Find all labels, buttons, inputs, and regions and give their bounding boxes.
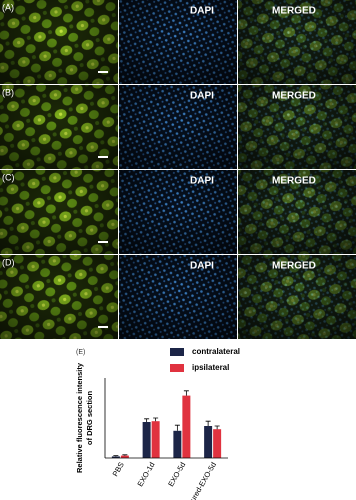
channel-label: DAPI xyxy=(190,6,214,17)
panel-label: (D) xyxy=(2,257,15,267)
x-tick-label: PBS xyxy=(111,460,126,478)
error-bar xyxy=(122,454,128,456)
vignette xyxy=(119,85,237,169)
panel-label: (E) xyxy=(76,349,85,356)
channel-label: MERGED xyxy=(272,6,316,17)
error-bar xyxy=(113,455,119,457)
legend-label: contralateral xyxy=(192,347,240,356)
panel-label: (A) xyxy=(2,2,14,12)
error-bar xyxy=(174,424,180,431)
error-bar xyxy=(144,418,150,422)
error-bar xyxy=(205,420,211,426)
vignette xyxy=(0,0,118,84)
vignette xyxy=(238,170,356,254)
channel-label: DAPI xyxy=(190,261,214,272)
x-tick-label: EXO-5d xyxy=(166,460,187,488)
channel-label: MERGED xyxy=(272,91,316,102)
error-bar xyxy=(153,417,159,422)
vignette xyxy=(119,170,237,254)
x-tick-label: EXO-1d xyxy=(135,460,156,488)
vignette xyxy=(0,85,118,169)
bar xyxy=(120,455,129,458)
bar xyxy=(151,421,160,458)
bar xyxy=(142,422,151,458)
vignette xyxy=(0,255,118,339)
vignette xyxy=(0,170,118,254)
y-axis-label: of DRG section xyxy=(85,390,94,445)
x-tick-label: Injured-EXO-5d xyxy=(184,460,218,500)
error-bar xyxy=(183,390,189,396)
channel-label: DAPI xyxy=(190,176,214,187)
panel-label: (C) xyxy=(2,172,15,182)
channel-label: MERGED xyxy=(272,261,316,272)
bar xyxy=(213,429,222,458)
bar xyxy=(204,426,213,458)
legend-swatch xyxy=(170,364,184,372)
bar xyxy=(182,395,191,458)
vignette xyxy=(119,255,237,339)
vignette xyxy=(238,255,356,339)
vignette xyxy=(119,0,237,84)
error-bar xyxy=(214,425,220,430)
legend-label: ipsilateral xyxy=(192,363,229,372)
y-axis-label: Relative fluorescence intensity xyxy=(75,362,84,473)
channel-label: DAPI xyxy=(190,91,214,102)
bar xyxy=(173,430,182,458)
channel-label: MERGED xyxy=(272,176,316,187)
legend-swatch xyxy=(170,348,184,356)
panel-label: (B) xyxy=(2,87,14,97)
vignette xyxy=(238,85,356,169)
bar xyxy=(111,456,120,458)
vignette xyxy=(238,0,356,84)
